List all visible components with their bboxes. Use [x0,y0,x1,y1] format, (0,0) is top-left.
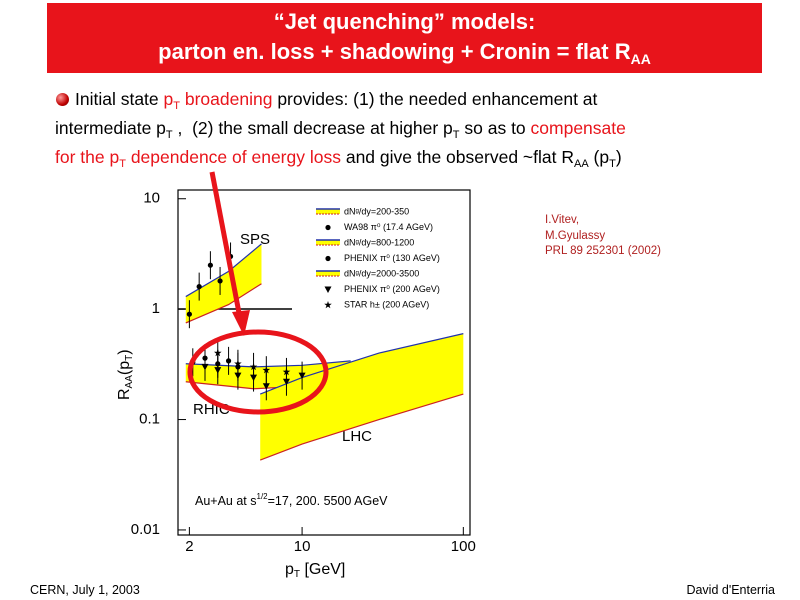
body-text: intermediate p [55,118,166,138]
citation: I.Vitev, [545,214,580,226]
x-tick-label: 10 [294,538,311,555]
slide-header: “Jet quenching” models: parton en. loss … [47,3,762,73]
body-line: for the pT dependence of energy loss and… [55,147,622,170]
data-point [196,284,202,290]
body-line: intermediate pT , (2) the small decrease… [55,118,626,141]
data-point [214,349,222,357]
legend-swatch [316,240,340,245]
legend-swatch [316,271,340,276]
legend-label: WA98 π⁰ (17.4 AGeV) [344,222,433,232]
title-subscript: AA [630,51,651,67]
body-text: for the p [55,147,120,167]
body-text: , (2) the small decrease at higher p [172,118,453,138]
legend-label: dNᵍ/dy=800-1200 [344,237,414,247]
body-text: so as to [459,118,531,138]
data-point [298,372,306,380]
band-edge [259,333,464,395]
data-point [214,367,222,374]
axis-label-text: [GeV] [300,561,345,578]
axis-label-text: ) [116,349,133,354]
data-point [249,362,258,371]
title-line: parton en. loss + shadowing + Cronin = f… [47,37,762,67]
footer-left: CERN, July 1, 2003 [30,583,140,597]
band-edge [185,283,262,324]
y-tick-label: 1 [152,300,160,317]
body-text: compensate [530,118,626,138]
region-label: SPS [240,231,270,248]
data-point [186,311,192,317]
y-tick-label: 10 [143,190,160,207]
citation: PRL 89 252301 (2002) [545,245,661,257]
arrow-head [232,310,250,336]
legend-label: STAR h± (200 AGeV) [344,299,429,309]
data-point [225,358,232,364]
annotation-text: =17, 200. 5500 AGeV [268,494,389,508]
data-point [217,278,223,284]
data-point [262,366,271,374]
body-text: Initial state [75,89,164,109]
citation: M.Gyulassy [545,230,606,242]
body-text: and give the observed ~flat R [340,147,574,167]
data-point [282,367,291,376]
legend-swatch [316,209,340,214]
body-text: (p [588,147,610,167]
legend-label: PHENIX π⁰ (200 AGeV) [344,284,440,294]
body-subscript: T [165,129,173,141]
x-axis-label: pT [GeV] [285,561,345,579]
axis-label-text: p [285,561,294,578]
bullet [56,93,69,106]
y-axis-label: RAA(pT) [116,349,134,400]
legend-marker [325,224,331,231]
y-tick-label: 0.01 [131,521,160,538]
body-line: Initial state pT broadening provides: (1… [75,89,598,112]
data-point [234,359,242,367]
highlight [187,171,329,415]
arrow-shaft [209,171,243,319]
legend-label: dNᵍ/dy=200-350 [344,206,409,216]
body-text: p [163,89,174,109]
legend-label: dNᵍ/dy=2000-3500 [344,268,419,278]
data-point [207,262,213,268]
band-fill [185,243,262,323]
title-line: “Jet quenching” models: [273,9,536,34]
x-tick-label: 2 [185,538,193,555]
x-tick-label: 100 [451,538,476,555]
data-point [262,383,270,390]
body-subscript: T [173,100,180,112]
axis-label-subscript: T [294,569,300,580]
legend-marker [325,255,331,262]
highlight-ellipse [187,329,329,415]
body-subscript: T [609,158,616,170]
band-edge [260,393,464,461]
annotation-superscript: 1/2 [257,492,269,501]
body-subscript: AA [573,158,589,170]
legend-marker [324,286,332,293]
band-fill [260,333,464,461]
axis-label-text: (p [116,361,133,375]
body-text: broadening [180,89,273,109]
footer-right: David d'Enterria [686,583,775,597]
body-subscript: T [119,158,126,170]
plot-frame [177,189,471,536]
body-text: ) [615,147,622,167]
legend-label: PHENIX π⁰ (130 AGeV) [344,253,440,263]
y-tick-label: 0.1 [139,411,160,428]
body-text: dependence of energy loss [125,147,341,167]
title-text: parton en. loss + shadowing + Cronin = f… [158,39,631,64]
axis-label-text: R [116,388,133,400]
body-subscript: T [452,129,460,141]
axis-label-subscript: AA [124,375,135,389]
annotation-text: Au+Au at s [195,494,257,508]
body-text: provides: (1) the needed enhancement at [272,89,598,109]
legend-marker [324,301,332,309]
region-label: LHC [342,428,372,445]
axis-label-subscript: T [124,355,135,361]
annotation: Au+Au at s1/2=17, 200. 5500 AGeV [195,492,388,508]
data-point [201,363,209,371]
